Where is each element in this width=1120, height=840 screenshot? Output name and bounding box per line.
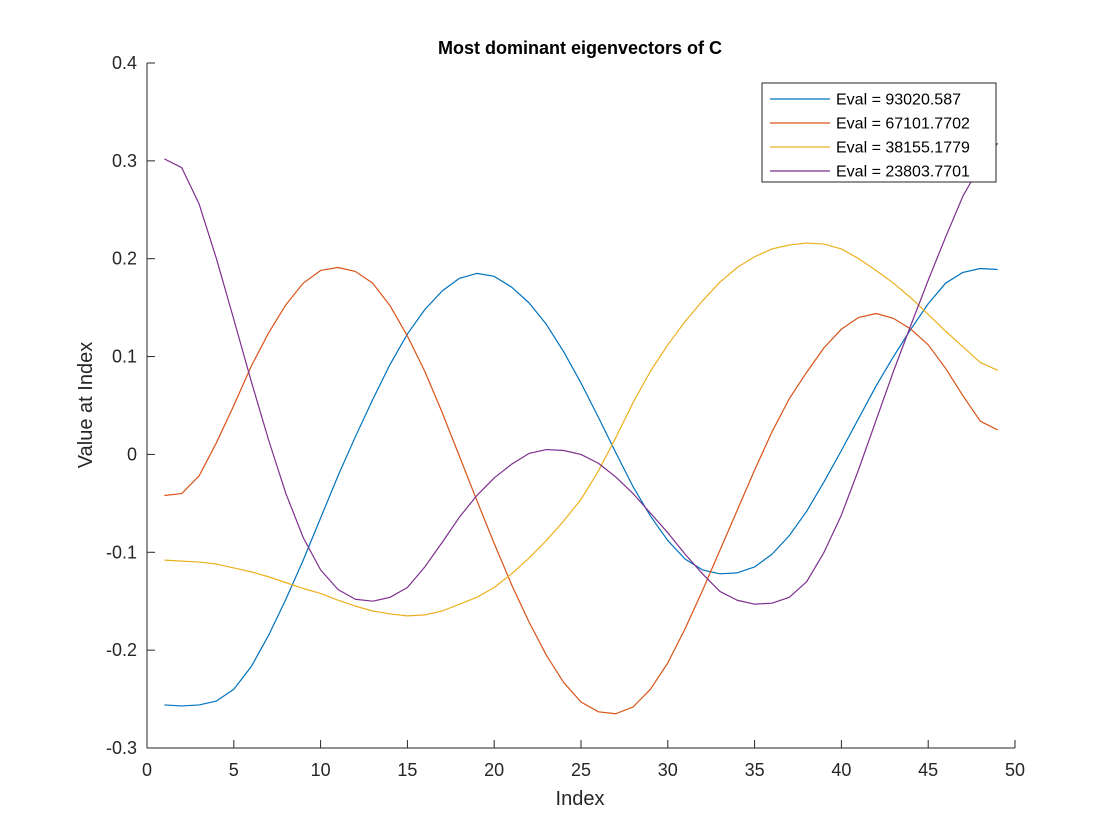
x-tick-label: 30 <box>658 760 678 780</box>
y-tick-label: 0 <box>127 444 137 464</box>
y-tick-label: 0.1 <box>112 347 137 367</box>
y-axis-title: Value at Index <box>75 342 97 468</box>
x-tick-label: 10 <box>311 760 331 780</box>
x-tick-label: 0 <box>142 760 152 780</box>
y-tick-label: 0.4 <box>112 53 137 73</box>
legend: Eval = 93020.587 Eval = 67101.7702 Eval = … <box>762 83 996 182</box>
x-tick-label: 25 <box>571 760 591 780</box>
chart-title: Most dominant eigenvectors of C <box>438 38 722 58</box>
x-tick-label: 15 <box>397 760 417 780</box>
legend-label: Eval = 67101.7702 <box>836 116 970 133</box>
x-tick-label: 35 <box>745 760 765 780</box>
x-tick-label: 45 <box>918 760 938 780</box>
legend-label: Eval = 23803.7701 <box>836 164 970 181</box>
y-tick-label: -0.2 <box>106 640 137 660</box>
y-tick-label: -0.1 <box>106 542 137 562</box>
y-tick-label: 0.3 <box>112 151 137 171</box>
y-tick-label: 0.2 <box>112 249 137 269</box>
x-tick-label: 5 <box>229 760 239 780</box>
x-axis-title: Index <box>556 788 605 810</box>
x-tick-label: 50 <box>1005 760 1025 780</box>
legend-label: Eval = 38155.1779 <box>836 140 970 157</box>
x-tick-label: 40 <box>831 760 851 780</box>
y-tick-label: -0.3 <box>106 738 137 758</box>
x-tick-label: 20 <box>484 760 504 780</box>
legend-label: Eval = 93020.587 <box>836 92 961 109</box>
